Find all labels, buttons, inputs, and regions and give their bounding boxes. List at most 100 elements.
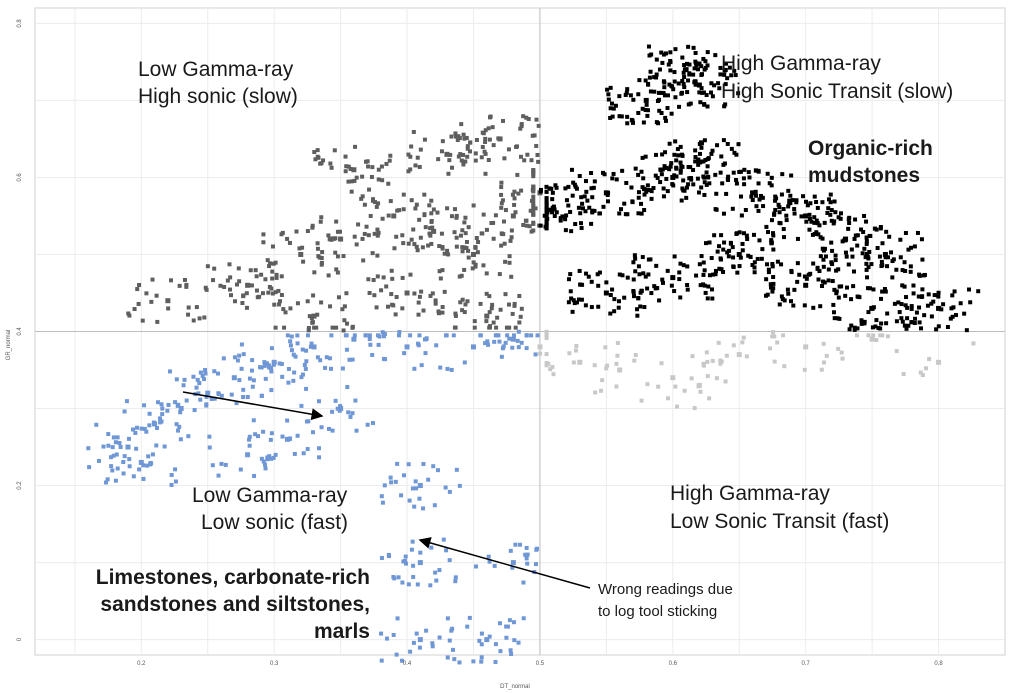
data-point — [160, 412, 165, 417]
data-point — [227, 262, 232, 267]
data-point — [773, 194, 778, 199]
quadrant-label-top-left-1: Low Gamma-ray — [138, 58, 294, 81]
data-point — [912, 244, 917, 249]
data-point — [572, 301, 577, 306]
data-point — [828, 200, 833, 205]
data-point — [169, 472, 174, 477]
data-point — [484, 319, 489, 324]
data-point — [952, 289, 957, 294]
data-point — [713, 172, 718, 177]
data-point — [321, 158, 326, 163]
data-point — [879, 321, 884, 326]
data-point — [484, 227, 489, 232]
data-point — [403, 554, 408, 559]
data-point — [292, 451, 297, 456]
data-point — [184, 282, 189, 287]
x-tick-label: 0.5 — [536, 661, 545, 667]
data-point — [245, 452, 251, 458]
data-point — [337, 229, 342, 234]
data-point — [472, 325, 477, 330]
data-point — [894, 319, 899, 324]
data-point — [239, 366, 244, 371]
data-point — [756, 208, 761, 213]
data-point — [577, 174, 582, 179]
data-point — [417, 217, 422, 222]
data-point — [967, 287, 972, 292]
data-point — [391, 632, 396, 637]
data-point — [125, 444, 131, 450]
data-point — [370, 421, 375, 426]
data-point — [509, 651, 514, 656]
annotation-limestones-1: Limestones, carbonate-rich — [96, 566, 370, 589]
annotation-organic-2: mudstones — [808, 164, 920, 187]
data-point — [204, 287, 209, 292]
data-point — [436, 157, 441, 162]
data-point — [795, 236, 800, 241]
data-point — [140, 318, 145, 323]
data-point — [310, 225, 315, 230]
data-point — [718, 65, 723, 70]
data-point — [611, 171, 616, 176]
data-point — [711, 272, 716, 277]
data-point — [707, 181, 712, 186]
data-point — [491, 320, 496, 325]
data-point — [663, 51, 668, 56]
data-point — [534, 143, 539, 148]
data-point — [306, 326, 311, 331]
data-point — [505, 333, 510, 338]
data-point — [548, 367, 553, 372]
data-point — [176, 428, 181, 433]
data-point — [354, 175, 359, 180]
data-point — [768, 282, 773, 287]
data-point — [702, 175, 707, 180]
data-point — [913, 316, 918, 321]
data-point — [173, 467, 178, 472]
data-point — [386, 213, 391, 218]
data-point — [617, 367, 623, 373]
data-point — [614, 177, 619, 182]
data-point — [649, 291, 654, 296]
data-point — [479, 155, 484, 160]
data-point — [222, 284, 227, 289]
data-point — [577, 268, 582, 273]
data-point — [414, 244, 419, 249]
data-point — [795, 279, 800, 284]
data-point — [465, 624, 470, 629]
data-point — [659, 172, 664, 177]
data-point — [401, 207, 406, 212]
data-point — [115, 466, 120, 471]
data-point — [706, 284, 711, 289]
data-point — [409, 237, 414, 242]
data-point — [234, 401, 239, 406]
data-point — [237, 378, 242, 383]
data-point — [344, 291, 349, 296]
data-point — [666, 93, 671, 98]
data-point — [536, 159, 541, 164]
data-point — [494, 325, 499, 330]
data-point — [673, 139, 678, 144]
data-point — [376, 201, 381, 206]
data-point — [765, 171, 770, 176]
data-point — [461, 132, 466, 137]
data-point — [462, 220, 467, 225]
data-point — [701, 56, 706, 61]
data-point — [413, 163, 418, 168]
data-point — [837, 284, 842, 289]
data-point — [695, 176, 700, 181]
data-point — [877, 254, 882, 259]
data-point — [421, 461, 426, 466]
data-point — [315, 246, 320, 251]
data-point — [640, 155, 645, 160]
data-point — [672, 254, 677, 259]
data-point — [880, 263, 885, 268]
data-point — [236, 266, 241, 271]
data-point — [417, 637, 423, 643]
data-point — [962, 311, 967, 316]
data-point — [105, 477, 110, 482]
data-point — [906, 247, 911, 252]
data-point — [815, 265, 820, 270]
data-point — [648, 257, 653, 262]
data-point — [846, 226, 851, 231]
data-point — [661, 194, 666, 199]
data-point — [529, 198, 534, 203]
